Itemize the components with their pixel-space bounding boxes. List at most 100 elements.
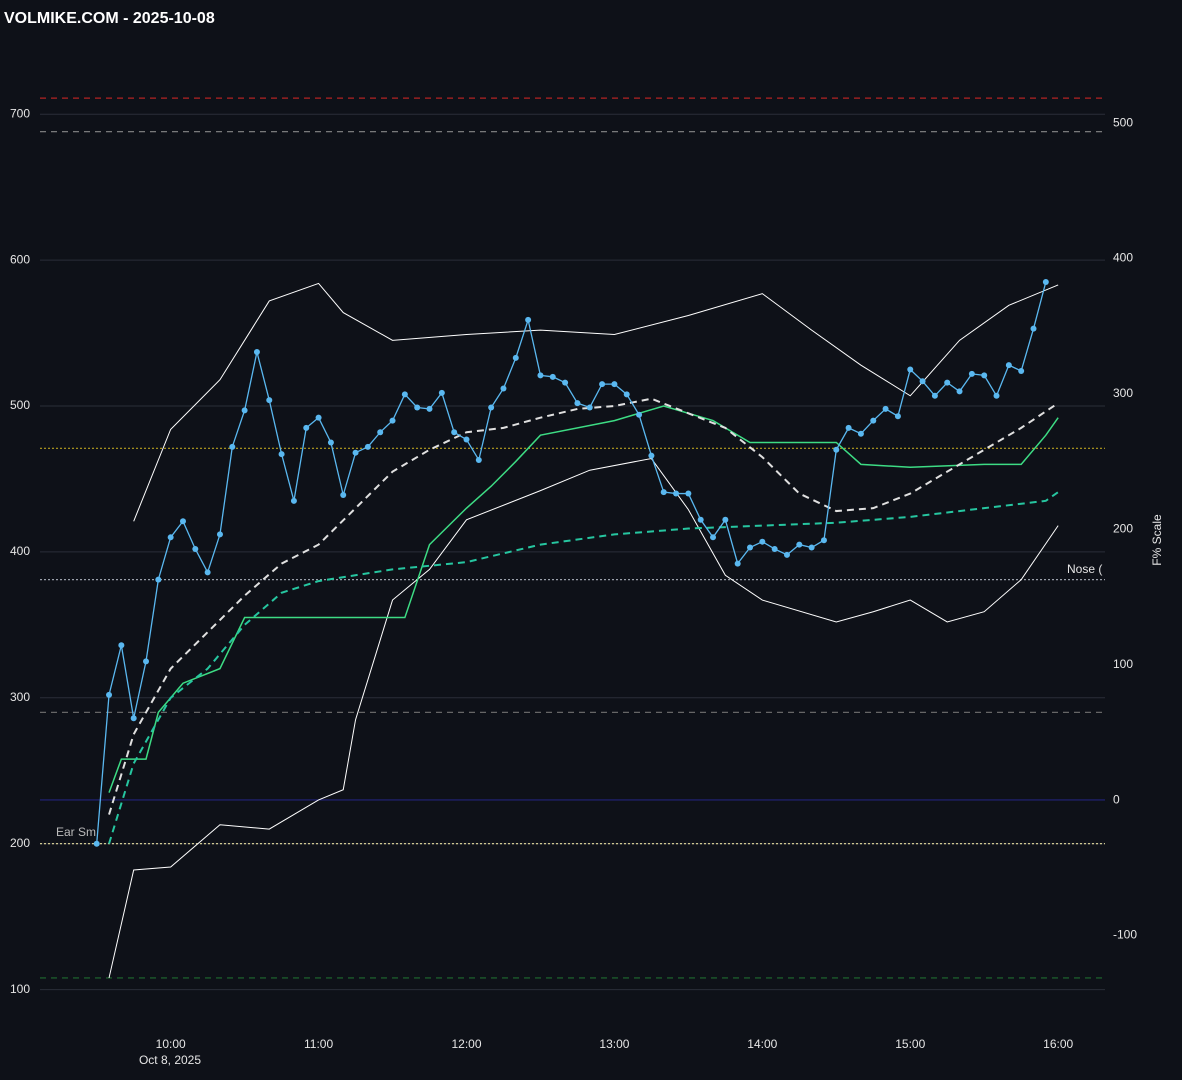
- point: [463, 436, 470, 443]
- annotation: Ear Sm: [56, 825, 96, 839]
- point: [845, 424, 852, 431]
- point: [377, 429, 384, 436]
- point: [451, 429, 458, 436]
- point: [882, 405, 889, 412]
- point: [130, 715, 137, 722]
- point: [611, 381, 618, 388]
- point: [327, 439, 334, 446]
- y2-tick-label: 0: [1113, 792, 1120, 806]
- point: [512, 354, 519, 361]
- point: [894, 413, 901, 420]
- point: [833, 446, 840, 453]
- y-tick-label: 500: [10, 398, 30, 412]
- point: [981, 372, 988, 379]
- y-tick-label: 700: [10, 106, 30, 120]
- x-tick-label: 13:00: [599, 1037, 629, 1051]
- point: [870, 417, 877, 424]
- point: [179, 518, 186, 525]
- point: [907, 366, 914, 373]
- point: [488, 404, 495, 411]
- point: [857, 430, 864, 437]
- point: [796, 541, 803, 548]
- point: [216, 531, 223, 538]
- point: [389, 417, 396, 424]
- point: [771, 545, 778, 552]
- point: [229, 443, 236, 450]
- y2-tick-label: 100: [1113, 657, 1133, 671]
- point: [438, 389, 445, 396]
- point: [648, 452, 655, 459]
- x-sublabel: Oct 8, 2025: [139, 1053, 201, 1067]
- point: [710, 534, 717, 541]
- point: [562, 379, 569, 386]
- point: [586, 404, 593, 411]
- point: [599, 381, 606, 388]
- y-tick-label: 300: [10, 690, 30, 704]
- point: [574, 400, 581, 407]
- point: [1030, 325, 1037, 332]
- point: [1005, 362, 1012, 369]
- point: [118, 642, 125, 649]
- point: [93, 840, 100, 847]
- point: [747, 544, 753, 551]
- point: [956, 388, 963, 395]
- point: [253, 349, 260, 356]
- point: [993, 392, 1000, 399]
- point: [143, 658, 150, 665]
- point: [734, 560, 741, 567]
- x-tick-label: 10:00: [156, 1037, 186, 1051]
- point: [266, 397, 273, 404]
- point: [352, 449, 359, 456]
- point: [340, 492, 347, 498]
- point: [241, 407, 248, 414]
- point: [500, 385, 507, 392]
- point: [944, 379, 951, 386]
- point: [919, 378, 926, 385]
- point: [549, 373, 556, 380]
- point: [636, 411, 643, 418]
- y2-tick-label: 500: [1113, 115, 1133, 129]
- point: [722, 516, 729, 523]
- point: [315, 414, 322, 421]
- series-line: [108, 457, 1059, 979]
- x-tick-label: 11:00: [304, 1037, 333, 1051]
- y-tick-label: 100: [10, 982, 30, 996]
- series-line: [108, 491, 1059, 844]
- x-tick-label: 12:00: [451, 1037, 481, 1051]
- point: [968, 370, 975, 377]
- x-tick-label: 15:00: [895, 1037, 925, 1051]
- y2-tick-label: 200: [1113, 522, 1133, 536]
- point: [525, 316, 532, 323]
- x-tick-label: 14:00: [747, 1037, 777, 1051]
- point: [290, 497, 297, 504]
- point: [155, 576, 162, 583]
- point: [537, 372, 544, 379]
- point: [192, 545, 199, 552]
- y-tick-label: 600: [10, 252, 30, 266]
- point: [820, 537, 827, 544]
- point: [106, 691, 113, 698]
- point: [685, 490, 692, 497]
- point: [167, 534, 174, 541]
- annotation: Nose (: [1067, 562, 1102, 576]
- point: [475, 456, 482, 463]
- y2-axis-label: F% Scale: [1150, 514, 1164, 566]
- y2-tick-label: 400: [1113, 251, 1133, 265]
- point: [759, 538, 766, 545]
- point: [204, 569, 211, 576]
- series-line: [133, 282, 1059, 522]
- series-line: [108, 397, 1059, 815]
- y2-tick-label: 300: [1113, 386, 1133, 400]
- y-tick-label: 400: [10, 544, 30, 558]
- series-line: [108, 405, 1059, 793]
- point: [808, 544, 815, 551]
- point: [660, 489, 667, 496]
- point: [364, 443, 371, 450]
- point: [1042, 278, 1049, 285]
- point: [1018, 367, 1025, 374]
- point: [623, 391, 630, 398]
- point: [303, 424, 310, 431]
- chart-title: VOLMIKE.COM - 2025-10-08: [4, 10, 215, 27]
- point: [697, 516, 704, 523]
